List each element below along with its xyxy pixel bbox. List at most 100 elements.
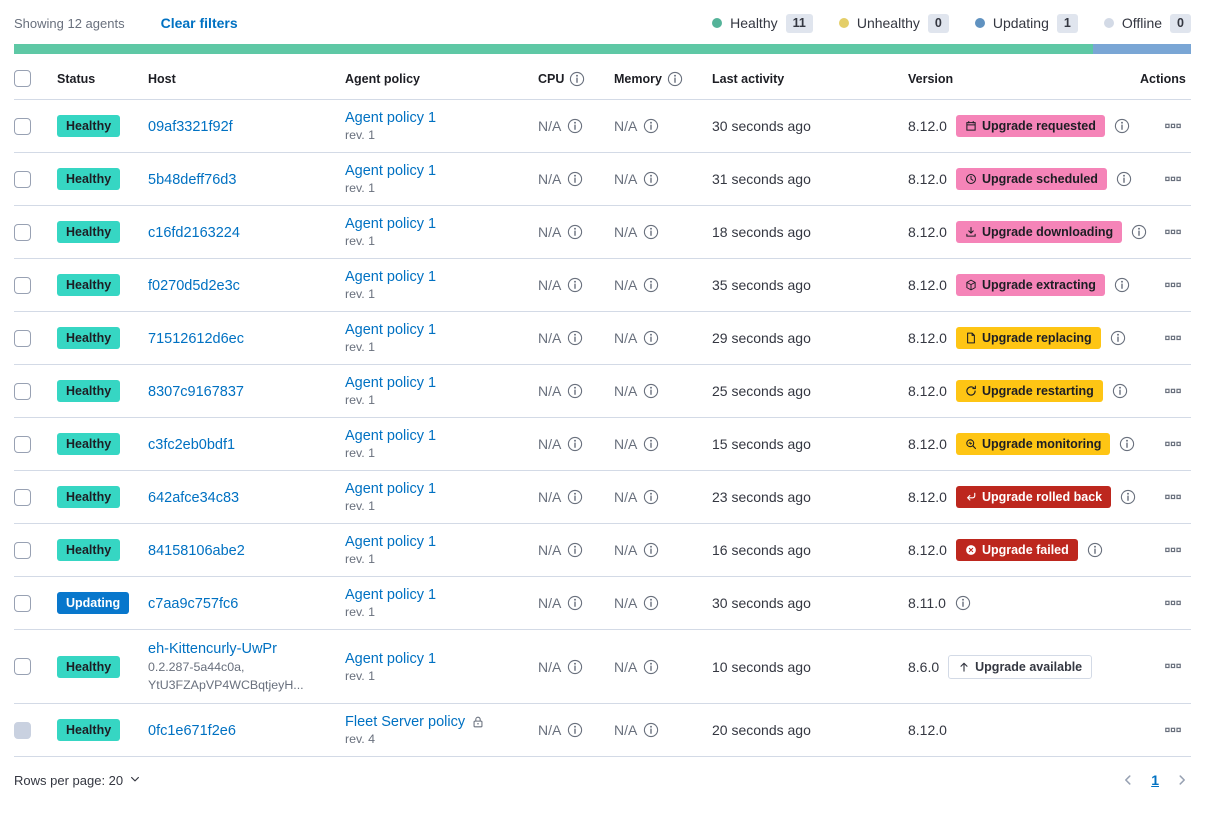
boxes-horizontal-icon (1165, 277, 1181, 293)
host-link[interactable]: 71512612d6ec (148, 330, 244, 347)
info-icon[interactable] (567, 118, 583, 134)
info-icon[interactable] (567, 436, 583, 452)
agent-policy-link[interactable]: Agent policy 1 (345, 110, 437, 126)
info-icon[interactable] (643, 118, 659, 134)
info-icon[interactable] (643, 383, 659, 399)
info-icon[interactable] (643, 542, 659, 558)
row-actions-button[interactable] (1163, 222, 1183, 242)
host-link[interactable]: c3fc2eb0bdf1 (148, 436, 236, 453)
row-checkbox[interactable] (14, 329, 31, 347)
info-icon[interactable] (643, 436, 659, 452)
row-actions-button[interactable] (1163, 169, 1183, 189)
info-icon[interactable] (643, 224, 659, 240)
agent-policy-link[interactable]: Fleet Server policy (345, 714, 466, 731)
info-icon[interactable] (1119, 436, 1135, 452)
agent-policy-link[interactable]: Agent policy 1 (345, 650, 437, 667)
host-link[interactable]: f0270d5d2e3c (148, 277, 240, 294)
info-icon[interactable] (643, 659, 659, 675)
memory-value: N/A (614, 383, 638, 399)
upgrade-status-badge: Upgrade failed (955, 539, 1078, 561)
host-link[interactable]: c7aa9c757fc6 (148, 595, 239, 612)
info-icon[interactable] (643, 489, 659, 505)
info-icon[interactable] (567, 224, 583, 240)
info-icon[interactable] (1131, 224, 1147, 240)
agent-policy-link[interactable]: Agent policy 1 (345, 481, 437, 497)
host-link[interactable]: 09af3321f92f (148, 118, 233, 135)
host-link[interactable]: 5b48deff76d3 (148, 171, 237, 188)
row-actions-button[interactable] (1163, 487, 1183, 507)
boxes-horizontal-icon (1165, 171, 1181, 187)
legend-item-unhealthy[interactable]: Unhealthy 0 (838, 13, 949, 33)
info-icon[interactable] (569, 71, 585, 87)
host-link[interactable]: eh-Kittencurly-UwPr (148, 641, 277, 657)
row-checkbox[interactable] (14, 541, 31, 559)
select-all-checkbox[interactable] (14, 70, 31, 87)
info-icon[interactable] (667, 71, 683, 87)
row-actions-button[interactable] (1163, 381, 1183, 401)
info-icon[interactable] (643, 277, 659, 293)
info-icon[interactable] (955, 595, 971, 611)
info-icon[interactable] (567, 171, 583, 187)
info-icon[interactable] (643, 595, 659, 611)
row-checkbox[interactable] (14, 658, 31, 676)
row-actions-button[interactable] (1163, 656, 1183, 676)
page-1-button[interactable]: 1 (1151, 772, 1159, 789)
info-icon[interactable] (1087, 542, 1103, 558)
agent-policy-link[interactable]: Agent policy 1 (345, 534, 437, 550)
info-icon[interactable] (1120, 489, 1136, 505)
host-link[interactable]: 8307c9167837 (148, 383, 244, 400)
info-icon[interactable] (567, 722, 583, 738)
info-icon[interactable] (1114, 118, 1130, 134)
host-link[interactable]: 0fc1e671f2e6 (148, 722, 236, 739)
info-icon[interactable] (567, 383, 583, 399)
row-actions-button[interactable] (1163, 328, 1183, 348)
legend-item-updating[interactable]: Updating 1 (974, 13, 1078, 33)
next-page-button[interactable] (1173, 771, 1191, 789)
info-icon[interactable] (567, 330, 583, 346)
row-actions-button[interactable] (1163, 116, 1183, 136)
info-icon[interactable] (567, 659, 583, 675)
info-icon[interactable] (1112, 383, 1128, 399)
cpu-value: N/A (538, 171, 562, 187)
row-actions-button[interactable] (1163, 593, 1183, 613)
row-checkbox[interactable] (14, 488, 31, 506)
host-link[interactable]: c16fd2163224 (148, 224, 240, 241)
host-link[interactable]: 642afce34c83 (148, 489, 240, 506)
row-checkbox[interactable] (14, 117, 31, 135)
info-icon[interactable] (643, 330, 659, 346)
row-actions-button[interactable] (1163, 720, 1183, 740)
row-checkbox[interactable] (14, 594, 31, 612)
info-icon[interactable] (567, 277, 583, 293)
agent-policy-link[interactable]: Agent policy 1 (345, 322, 437, 338)
info-icon[interactable] (567, 595, 583, 611)
row-actions-button[interactable] (1163, 275, 1183, 295)
info-icon[interactable] (1114, 277, 1130, 293)
document-icon (965, 332, 977, 344)
legend-item-offline[interactable]: Offline 0 (1103, 13, 1191, 33)
info-icon[interactable] (643, 171, 659, 187)
row-actions-button[interactable] (1163, 540, 1183, 560)
clear-filters-link[interactable]: Clear filters (160, 15, 238, 31)
info-icon[interactable] (567, 542, 583, 558)
legend-item-healthy[interactable]: Healthy 11 (712, 13, 813, 33)
agent-policy-link[interactable]: Agent policy 1 (345, 375, 437, 391)
row-checkbox[interactable] (14, 170, 31, 188)
host-link[interactable]: 84158106abe2 (148, 542, 245, 559)
row-checkbox[interactable] (14, 435, 31, 453)
agent-policy-link[interactable]: Agent policy 1 (345, 163, 437, 179)
agent-policy-link[interactable]: Agent policy 1 (345, 216, 437, 232)
row-actions-button[interactable] (1163, 434, 1183, 454)
agent-policy-link[interactable]: Agent policy 1 (345, 587, 437, 603)
last-activity-text: 16 seconds ago (712, 542, 811, 558)
row-checkbox[interactable] (14, 276, 31, 294)
info-icon[interactable] (1110, 330, 1126, 346)
previous-page-button[interactable] (1119, 771, 1137, 789)
row-checkbox[interactable] (14, 223, 31, 241)
row-checkbox[interactable] (14, 382, 31, 400)
agent-policy-link[interactable]: Agent policy 1 (345, 428, 437, 444)
info-icon[interactable] (643, 722, 659, 738)
info-icon[interactable] (1116, 171, 1132, 187)
info-icon[interactable] (567, 489, 583, 505)
rows-per-page-select[interactable]: Rows per page: 20 (14, 773, 141, 788)
agent-policy-link[interactable]: Agent policy 1 (345, 269, 437, 285)
